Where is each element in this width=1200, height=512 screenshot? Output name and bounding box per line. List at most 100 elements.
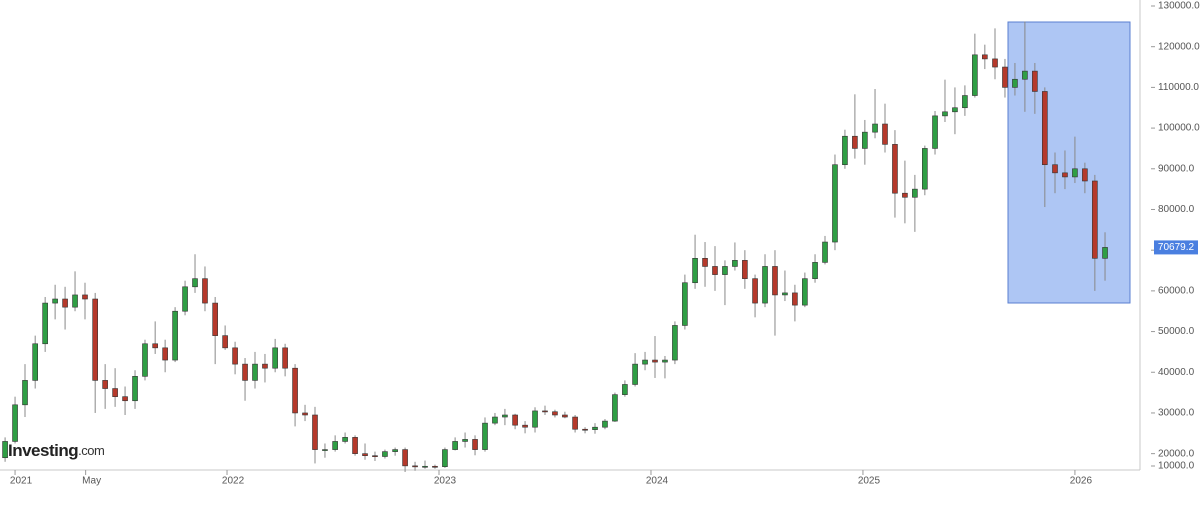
candle-body — [1042, 91, 1048, 166]
candle-body — [72, 294, 78, 308]
candle-body — [582, 428, 588, 431]
candle-body — [852, 135, 858, 149]
candle-body — [272, 347, 278, 369]
candle-body — [52, 298, 58, 304]
y-tick-label: 130000.0 — [1158, 1, 1200, 12]
candle-body — [382, 451, 388, 457]
candle-body — [512, 414, 518, 426]
candle-body — [192, 278, 198, 288]
y-tick-label: 120000.0 — [1158, 41, 1200, 52]
candle-body — [202, 278, 208, 304]
candle-body — [552, 411, 558, 416]
candle-body — [572, 416, 578, 430]
candle-body — [542, 410, 548, 413]
x-tick-label: 2022 — [222, 476, 245, 487]
candle-body — [152, 343, 158, 349]
candle-body — [742, 260, 748, 279]
candle-body — [1002, 66, 1008, 88]
candle-body — [622, 384, 628, 395]
y-tick-label: 110000.0 — [1158, 82, 1199, 93]
candle-body — [862, 131, 868, 149]
candle-body — [472, 439, 478, 450]
last-price-tag — [1154, 240, 1198, 255]
candle-body — [772, 266, 778, 296]
candle-body — [1072, 168, 1078, 178]
candle-body — [672, 325, 678, 361]
candle-body — [992, 58, 998, 68]
candle-body — [882, 123, 888, 145]
candle-body — [242, 363, 248, 381]
candle-body — [752, 278, 758, 304]
candle-body — [232, 347, 238, 365]
candle-body — [942, 111, 948, 117]
candle-body — [1032, 70, 1038, 92]
candle-body — [1052, 164, 1058, 174]
candle-body — [872, 123, 878, 133]
candle-body — [332, 441, 338, 450]
candle-body — [662, 359, 668, 363]
candle-body — [502, 414, 508, 418]
candle-body — [292, 367, 298, 414]
candle-body — [842, 135, 848, 166]
logo-name: Investing — [8, 441, 78, 460]
candle-body — [352, 437, 358, 454]
y-tick-label: 10000.0 — [1158, 461, 1195, 472]
candle-body — [422, 465, 428, 468]
candle-body — [592, 426, 598, 430]
candle-body — [952, 107, 958, 113]
y-tick-label: 60000.0 — [1158, 286, 1195, 297]
candle-body — [182, 286, 188, 312]
candle-body — [612, 394, 618, 422]
candle-body — [42, 302, 48, 345]
candle-body — [32, 343, 38, 381]
candle-body — [432, 465, 438, 468]
highlight-box — [1007, 21, 1131, 304]
candle-body — [322, 449, 328, 451]
candle-body — [732, 260, 738, 267]
y-tick-label: 50000.0 — [1158, 326, 1195, 337]
candle-body — [1022, 70, 1028, 80]
candle-body — [302, 412, 308, 416]
candle-body — [162, 347, 168, 361]
candle-body — [632, 363, 638, 385]
candle-body — [652, 359, 658, 363]
candle-body — [342, 437, 348, 442]
candle-body — [482, 422, 488, 450]
candle-body — [972, 54, 978, 96]
candle-body — [172, 310, 178, 361]
logo: Investing.com — [8, 441, 104, 460]
candle-body — [2, 441, 8, 459]
candle-body — [412, 465, 418, 468]
candle-body — [142, 343, 148, 377]
x-tick-label: 2024 — [646, 476, 669, 487]
candle-body — [492, 416, 498, 424]
candle-body — [372, 455, 378, 457]
x-tick-label: 2026 — [1070, 476, 1093, 487]
candle-body — [1102, 247, 1108, 259]
candle-body — [562, 414, 568, 418]
candle-body — [212, 302, 218, 336]
candle-body — [922, 148, 928, 190]
candle-body — [102, 380, 108, 389]
y-tick-label: 30000.0 — [1158, 408, 1195, 419]
last-price-label: 70679.2 — [1158, 242, 1195, 253]
candle-body — [132, 376, 138, 402]
candle-body — [692, 258, 698, 284]
candle-body — [982, 54, 988, 60]
candle-body — [12, 404, 18, 442]
y-tick-label: 100000.0 — [1158, 123, 1200, 134]
candle-body — [1012, 78, 1018, 88]
candle-body — [262, 363, 268, 369]
candle-body — [722, 266, 728, 275]
candle-body — [312, 414, 318, 450]
y-tick-label: 20000.0 — [1158, 448, 1195, 459]
candle-body — [902, 192, 908, 198]
candle-body — [62, 298, 68, 308]
y-tick-label: 90000.0 — [1158, 163, 1195, 174]
candle-body — [452, 441, 458, 450]
candle-body — [932, 115, 938, 149]
candle-body — [912, 188, 918, 198]
candle-body — [222, 335, 228, 349]
x-tick-label: May — [82, 476, 101, 487]
